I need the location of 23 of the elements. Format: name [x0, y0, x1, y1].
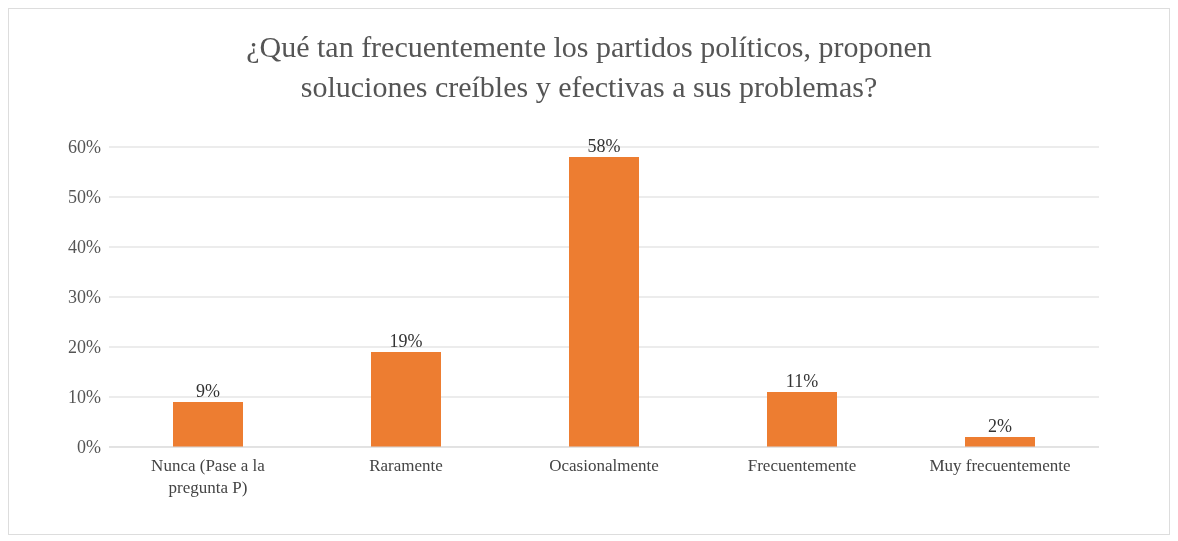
x-tick-label: Muy frecuentemente [929, 456, 1071, 475]
data-label: 9% [196, 381, 220, 401]
y-tick-label: 40% [68, 237, 101, 258]
bar [569, 157, 639, 447]
bar [965, 437, 1035, 447]
y-tick-label: 30% [68, 287, 101, 308]
x-tick-label: Nunca (Pase a la pregunta P) [151, 456, 266, 497]
x-tick-label: Frecuentemente [747, 456, 857, 475]
y-tick-label: 60% [68, 137, 101, 158]
y-tick-label: 50% [68, 187, 101, 208]
chart-title: ¿Qué tan frecuentemente los partidos políticos, proponen soluciones creíbles y efectivas a sus problemas? [245, 29, 933, 105]
x-tick-label: Ocasionalmente [549, 456, 659, 475]
bar [767, 392, 837, 447]
bar [371, 352, 441, 447]
y-tick-label: 10% [68, 387, 101, 408]
x-tick-label: Raramente [369, 456, 443, 475]
bar [173, 402, 243, 447]
data-label: 11% [785, 371, 819, 391]
y-tick-label: 20% [68, 337, 101, 358]
data-label: 19% [389, 331, 423, 351]
data-label: 58% [587, 136, 621, 156]
data-label: 2% [988, 416, 1012, 436]
y-tick-label: 0% [77, 437, 101, 458]
